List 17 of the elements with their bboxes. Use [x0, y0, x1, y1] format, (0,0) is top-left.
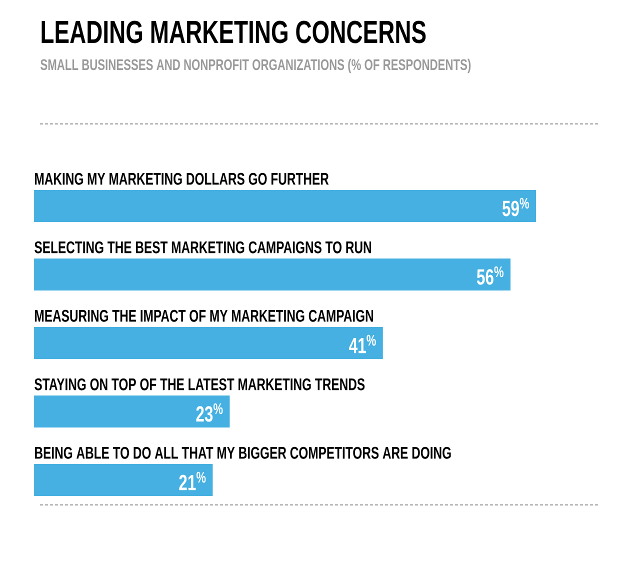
bar	[34, 190, 536, 222]
chart-subtitle: SMALL BUSINESSES AND NONPROFIT ORGANIZATIONS (% OF RESPONDENTS)	[40, 58, 471, 74]
data-label: 21$^{%}$	[179, 472, 206, 490]
bar	[34, 464, 213, 496]
chart-title: LEADING MARKETING CONCERNS	[42, 20, 426, 44]
bar	[34, 396, 230, 428]
y-tick-label: STAYING ON TOP OF THE LATEST MARKETING TRENDS	[34, 378, 365, 390]
y-tick-label: MEASURING THE IMPACT OF MY MARKETING CAMPAIGN	[35, 310, 374, 322]
bar	[34, 327, 383, 360]
data-label: 23$^{%}$	[196, 403, 223, 422]
y-tick-label: SELECTING THE BEST MARKETING CAMPAIGNS TO RUN	[34, 241, 372, 254]
data-label: 59$^{%}$	[502, 198, 530, 216]
bar	[34, 258, 511, 291]
data-label: 41$^{%}$	[349, 334, 376, 354]
data-label: 56$^{%}$	[476, 266, 504, 285]
y-tick-label: MAKING MY MARKETING DOLLARS GO FURTHER	[35, 172, 329, 185]
y-tick-label: BEING ABLE TO DO ALL THAT MY BIGGER COMPETITORS ARE DOING	[35, 446, 451, 459]
